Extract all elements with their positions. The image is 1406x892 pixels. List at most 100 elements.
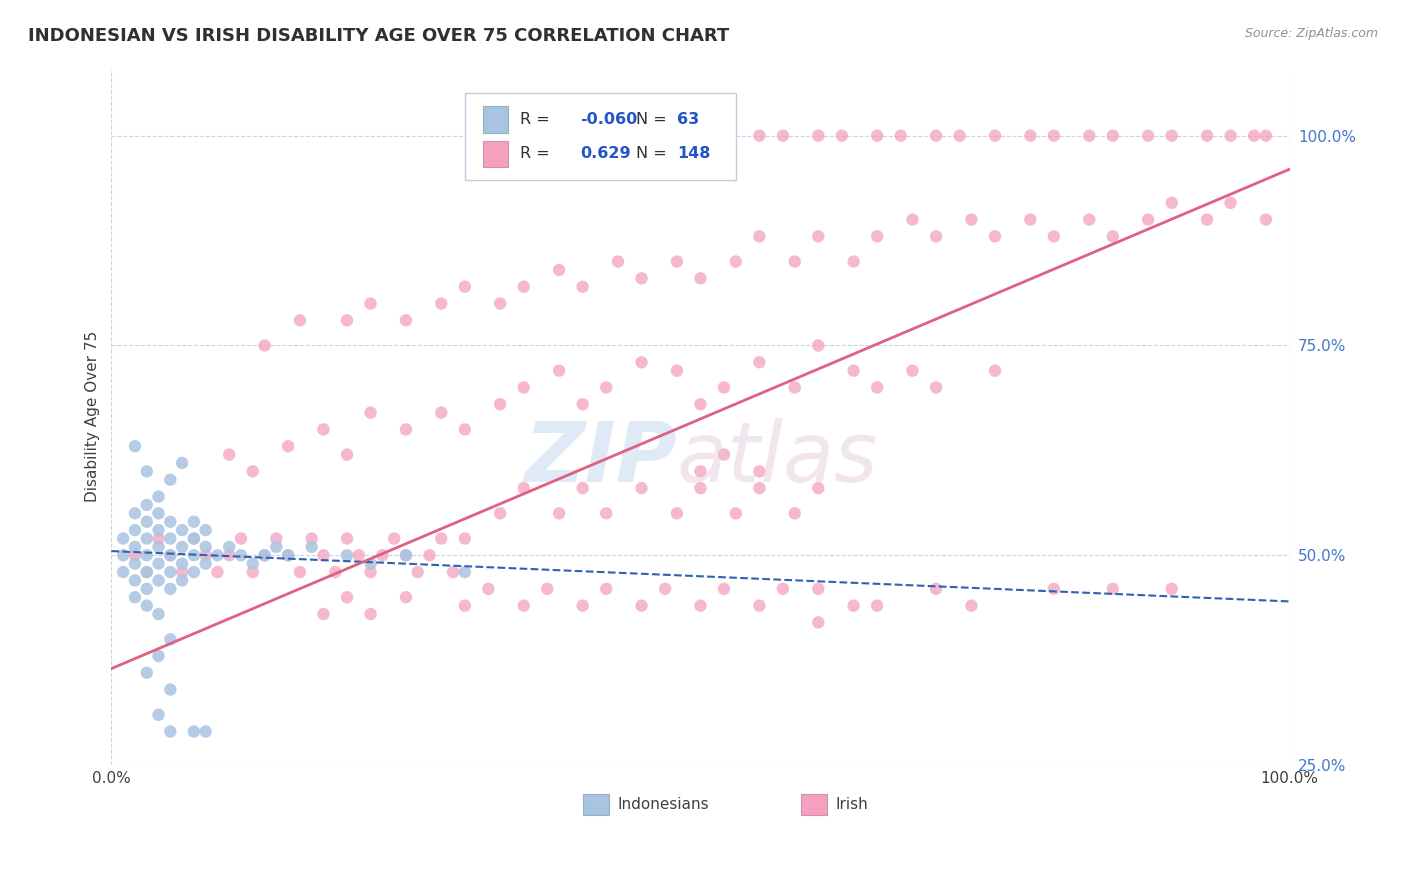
Point [124, 574, 146, 588]
Point [135, 599, 157, 613]
Point [135, 665, 157, 680]
Point [347, 549, 370, 563]
Point [866, 229, 889, 244]
Point [901, 364, 924, 378]
Point [183, 565, 205, 579]
Point [360, 406, 382, 420]
Point [172, 523, 194, 537]
Point [301, 540, 323, 554]
Point [194, 724, 217, 739]
Point [477, 582, 499, 596]
Point [925, 229, 948, 244]
Y-axis label: Disability Age Over 75: Disability Age Over 75 [86, 331, 100, 502]
Point [783, 380, 806, 394]
Point [194, 549, 217, 563]
FancyBboxPatch shape [465, 93, 735, 180]
Point [395, 591, 418, 605]
Point [807, 481, 830, 495]
Point [1078, 212, 1101, 227]
Point [949, 128, 972, 143]
Point [159, 515, 181, 529]
Point [124, 591, 146, 605]
Text: R =: R = [520, 146, 550, 161]
Text: Source: ZipAtlas.com: Source: ZipAtlas.com [1244, 27, 1378, 40]
Point [194, 557, 217, 571]
Point [571, 397, 593, 411]
Point [336, 532, 359, 546]
Point [689, 481, 711, 495]
Point [336, 313, 359, 327]
Point [831, 128, 853, 143]
Point [1219, 195, 1241, 210]
Point [807, 582, 830, 596]
Point [159, 632, 181, 647]
Point [124, 439, 146, 453]
Point [548, 364, 571, 378]
Point [323, 565, 346, 579]
Point [312, 549, 335, 563]
Point [159, 532, 181, 546]
Point [382, 532, 405, 546]
Point [135, 464, 157, 478]
Point [159, 549, 181, 563]
Point [960, 599, 983, 613]
Point [194, 540, 217, 554]
Point [665, 254, 688, 268]
Point [713, 582, 735, 596]
Point [665, 506, 688, 520]
Point [148, 490, 170, 504]
Point [630, 128, 652, 143]
Point [148, 523, 170, 537]
Point [360, 296, 382, 310]
Point [807, 128, 830, 143]
Point [148, 648, 170, 663]
Point [159, 724, 181, 739]
Point [172, 456, 194, 470]
Point [866, 380, 889, 394]
Point [866, 599, 889, 613]
Point [124, 557, 146, 571]
Point [571, 481, 593, 495]
Point [571, 599, 593, 613]
Bar [482, 141, 509, 168]
Point [277, 549, 299, 563]
Point [595, 582, 617, 596]
Point [124, 549, 146, 563]
Text: atlas: atlas [676, 418, 879, 500]
Point [218, 448, 240, 462]
Point [395, 549, 418, 563]
Point [135, 515, 157, 529]
Point [1137, 212, 1160, 227]
Point [1243, 128, 1265, 143]
Point [984, 364, 1007, 378]
Point [124, 506, 146, 520]
Point [630, 355, 652, 369]
Point [301, 532, 323, 546]
Point [112, 565, 135, 579]
Point [748, 355, 770, 369]
Text: R =: R = [520, 112, 550, 127]
Point [148, 506, 170, 520]
Point [1019, 212, 1042, 227]
Point [135, 532, 157, 546]
Point [654, 582, 676, 596]
Point [748, 481, 770, 495]
Text: N =: N = [636, 112, 666, 127]
Point [772, 582, 794, 596]
Point [124, 540, 146, 554]
Text: 148: 148 [676, 146, 710, 161]
Point [454, 532, 477, 546]
Point [242, 464, 264, 478]
Point [277, 549, 299, 563]
Point [984, 128, 1007, 143]
Point [665, 128, 688, 143]
Point [689, 271, 711, 285]
Point [724, 506, 747, 520]
Point [288, 313, 311, 327]
Point [207, 549, 229, 563]
Point [513, 599, 536, 613]
Point [689, 397, 711, 411]
Point [1160, 582, 1182, 596]
Point [135, 582, 157, 596]
Point [842, 364, 865, 378]
